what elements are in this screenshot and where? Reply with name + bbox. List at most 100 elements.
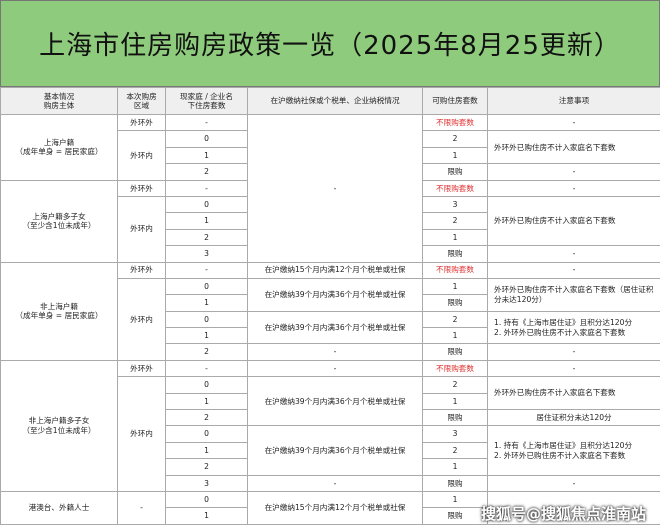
table-cell: 0 (165, 277, 248, 296)
table-cell: 非上海户籍 （成年单身 = 居民家庭） (0, 261, 118, 361)
table-cell: - (487, 343, 660, 361)
header-cell: 本次购房 区域 (117, 87, 166, 115)
table-cell: 1 (422, 228, 488, 247)
table-cell: 非上海户籍多子女 （至少含1位未成年） (0, 359, 118, 492)
table-row: 上海户籍 （成年单身 = 居民家庭） 外环外 - - 不限购套数 - (0, 113, 660, 263)
table-row: 非上海户籍 （成年单身 = 居民家庭） 外环外 - 在沪缴纳15个月内满12个月个税单… (0, 261, 660, 361)
table-row: 外环内 0 3 外环外已购住房不计入家庭名下套数 (1, 195, 660, 263)
header-cell: 可购住房套数 (422, 87, 488, 115)
watermark: 搜狐号@搜狐焦点淮南站 (480, 505, 646, 523)
table-cell: - (487, 113, 660, 132)
table-cell: 2 (422, 376, 488, 394)
table-row: 非上海户籍多子女 （至少含1位未成年） 外环外 - - 不限购套数 - (0, 359, 660, 492)
table-cell: - (247, 343, 423, 361)
table-cell: 上海户籍 （成年单身 = 居民家庭） (0, 114, 118, 181)
table-cell: 2 (165, 163, 248, 181)
table-cell: 居住证积分未达120分 (487, 409, 660, 427)
table-cell: 1 (422, 392, 488, 411)
table-row: 上海户籍多子女 （至少含1位未成年） 外环外 - 不限购套数 - (0, 179, 660, 263)
table-cell: 1 (165, 507, 248, 525)
table-cell: 2 (165, 409, 248, 427)
header-cell: 在沪缴纳社保或个税单、企业纳税情况 (247, 87, 423, 115)
table-cell: - (117, 490, 166, 525)
table-cell: 港澳台、外籍人士 (0, 490, 118, 525)
table-cell: 外环内 (117, 195, 166, 263)
table-row: 外环内 0 2 外环外已购住房不计入家庭名下套数 (1, 130, 660, 181)
table-cell: 外环外已购住房不计入家庭名下套数 (487, 195, 660, 247)
table-cell: 限购 (422, 343, 488, 361)
table-cell: - (247, 474, 423, 492)
table-cell: 外环外 (117, 359, 166, 378)
table-cell: 0 (165, 130, 248, 148)
table-cell: - (165, 359, 248, 378)
table-cell: 3 (165, 474, 248, 492)
header-cell: 现家庭 / 企业名 下住房套数 (165, 87, 248, 115)
table-cell: - (487, 163, 660, 181)
table-cell (487, 490, 660, 525)
table-cell: 不限购套数 (422, 179, 488, 197)
table-cell: 0 (165, 376, 248, 394)
table-cell: 1 (422, 277, 488, 296)
table-row: 1 限购 (1, 507, 660, 525)
table-cell: 外环外已购住房不计入家庭名下套数 (487, 130, 660, 165)
title: 上海市住房购房政策一览（2025年8月25更新） (0, 0, 660, 87)
table-row: 0 在沪缴纳39个月内满36个月个税单或社保 3 1. 持有《上海市居住证》且积分达1… (1, 425, 660, 476)
table-cell: 1 (422, 327, 488, 345)
table-row: 外环内 0 在沪缴纳39个月内满36个月个税单或社保 2 外环外已购住房不计入家庭名下套… (1, 376, 660, 492)
table-cell: 0 (165, 425, 248, 443)
table-cell: 限购 (422, 294, 488, 312)
table-row: 3 限购 - (1, 245, 660, 263)
header-cell: 注意事项 (487, 87, 660, 115)
table-cell: 3 (422, 195, 488, 214)
table-cell: - (487, 261, 660, 279)
table-cell: 外环内 (117, 277, 166, 361)
table-cell: 1 (422, 458, 488, 476)
table-cell: 0 (165, 310, 248, 329)
table-cell: 1 (165, 146, 248, 165)
table-cell: 2 (422, 212, 488, 230)
table-cell: 0 (165, 195, 248, 214)
table-cell: 1 (422, 146, 488, 165)
table-cell: 1 (165, 294, 248, 312)
table-cell: - (247, 359, 423, 378)
table-cell: 1 (165, 212, 248, 230)
table-cell: 在沪缴纳39个月内满36个月个税单或社保 (247, 425, 423, 476)
table-cell: 不限购套数 (422, 261, 488, 279)
table-cell: 1. 持有《上海市居住证》且积分达120分 2. 外环外已购住房不计入家庭名下套… (487, 425, 660, 476)
table-cell: 外环外 (117, 113, 166, 132)
table-row: 港澳台、外籍人士 -0 在沪缴纳15个月内满12个月个税单或社保 1 (0, 490, 660, 525)
table-cell: 不限购套数 (422, 113, 488, 132)
table-cell: - (487, 179, 660, 197)
table-cell: 在沪缴纳39个月内满36个月个税单或社保 (247, 376, 423, 427)
table-row: 3- 限购 - (1, 474, 660, 492)
table-cell: 外环外已购住房不计入家庭名下套数 (487, 376, 660, 411)
table-cell: 2 (422, 441, 488, 460)
table-cell: 1 (165, 327, 248, 345)
table-cell: - (247, 114, 423, 263)
table-row: 0 在沪缴纳39个月内满36个月个税单或社保 2 1. 持有《上海市居住证》且积分达1… (1, 310, 660, 345)
table-cell: 限购 (422, 474, 488, 492)
policy-table: 基本情况 购房主体 本次购房 区域 现家庭 / 企业名 下住房套数 在沪缴纳社保或个税… (0, 87, 660, 525)
table-cell: - (165, 261, 248, 279)
table-cell: 1 (165, 441, 248, 460)
table-cell: 在沪缴纳15个月内满12个月个税单或社保 (247, 490, 423, 525)
table-cell: 外环外 (117, 261, 166, 279)
table-cell: 3 (422, 425, 488, 443)
table-cell: 上海户籍多子女 （至少含1位未成年） (0, 179, 118, 263)
table-cell: 外环内 (117, 376, 166, 492)
table-cell: 在沪缴纳39个月内满36个月个税单或社保 (247, 310, 423, 345)
header-row: 基本情况 购房主体 本次购房 区域 现家庭 / 企业名 下住房套数 在沪缴纳社保或个税… (0, 87, 660, 115)
table-cell: 不限购套数 (422, 359, 488, 378)
table-cell: 限购 (422, 409, 488, 427)
table-cell: 2 (165, 343, 248, 361)
table-cell: 限购 (422, 507, 488, 525)
table-cell: 2 (165, 458, 248, 476)
table-cell: 外环内 (117, 130, 166, 181)
table-cell: - (165, 179, 248, 197)
header-cell: 基本情况 购房主体 (0, 87, 118, 115)
table-row: 外环内 0 在沪缴纳39个月内满36个月个税单或社保 1 外环外已购住房不计入家庭名下套… (1, 277, 660, 361)
table-cell: 1 (422, 490, 488, 509)
table-cell: 0 (165, 490, 248, 509)
